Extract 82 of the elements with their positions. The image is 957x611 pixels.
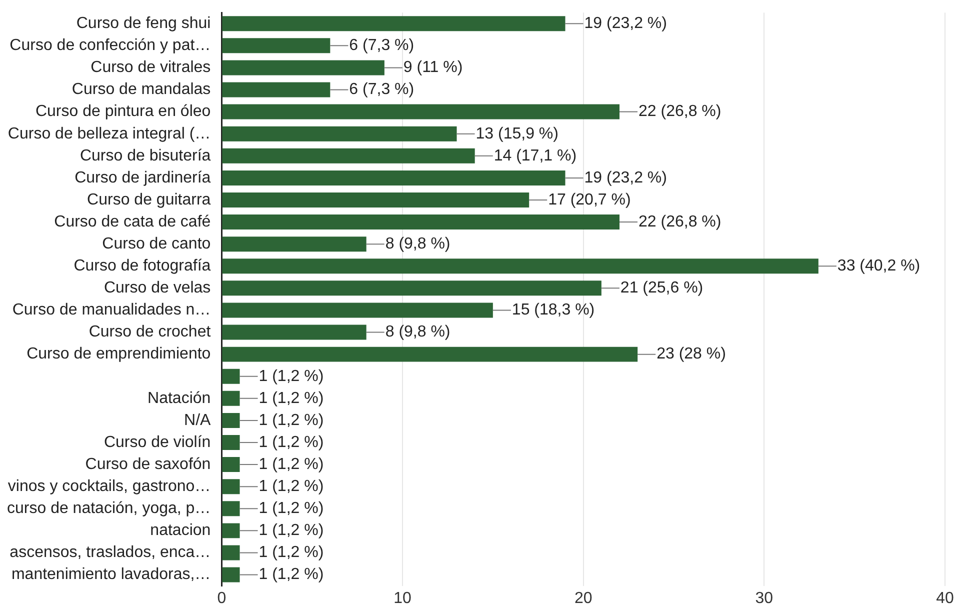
bar bbox=[222, 126, 457, 142]
bar bbox=[222, 280, 602, 296]
y-tick-label: Natación bbox=[148, 390, 211, 407]
data-label: 15 (18,3 %) bbox=[512, 302, 595, 319]
bar bbox=[222, 170, 566, 186]
y-tick-label: ascensos, traslados, enca… bbox=[10, 544, 211, 562]
y-tick-label: vinos y cocktails, gastrono… bbox=[8, 478, 211, 495]
data-label: 9 (11 %) bbox=[403, 59, 463, 76]
data-label: 6 (7,3 %) bbox=[349, 81, 414, 98]
bar bbox=[222, 302, 493, 318]
bar bbox=[222, 457, 240, 472]
y-tick-label: Curso de crochet bbox=[88, 324, 212, 341]
y-tick-label: Curso de emprendimiento bbox=[26, 346, 211, 363]
y-tick-label: Curso de feng shui bbox=[76, 15, 211, 32]
data-label: 1 (1,2 %) bbox=[258, 566, 324, 584]
bar bbox=[222, 435, 240, 450]
data-label: 33 (40,2 %) bbox=[837, 258, 920, 275]
y-tick-label: Curso de manualidades n… bbox=[12, 302, 211, 319]
bar bbox=[222, 324, 366, 340]
y-tick-label: Curso de pintura en óleo bbox=[35, 103, 211, 120]
data-label: 1 (1,2 %) bbox=[258, 500, 324, 518]
data-label: 21 (25,6 %) bbox=[620, 280, 704, 297]
y-tick-label: Curso de fotografía bbox=[74, 258, 211, 275]
data-label: 8 (9,8 %) bbox=[385, 324, 450, 341]
x-tick-label: 20 bbox=[574, 590, 592, 607]
y-tick-label: Curso de violín bbox=[104, 434, 211, 451]
bar bbox=[222, 346, 638, 362]
bar bbox=[222, 567, 240, 582]
bar bbox=[222, 16, 566, 32]
data-label: 6 (7,3 %) bbox=[349, 37, 414, 54]
bar bbox=[222, 104, 620, 120]
x-tick-label: 40 bbox=[936, 590, 954, 607]
data-label: 1 (1,2 %) bbox=[258, 456, 324, 473]
y-tick-label: Curso de cata de café bbox=[54, 213, 211, 230]
y-tick-label: Curso de canto bbox=[102, 235, 211, 252]
data-label: 8 (9,8 %) bbox=[385, 235, 450, 252]
y-tick-label: Curso de confección y pat… bbox=[10, 37, 211, 54]
y-tick-label: Curso de mandalas bbox=[72, 81, 211, 98]
bar bbox=[222, 60, 384, 76]
x-tick-label: 0 bbox=[217, 590, 226, 607]
bar bbox=[222, 368, 240, 384]
y-tick-label: Curso de guitarra bbox=[87, 191, 211, 208]
bar bbox=[222, 192, 530, 208]
bar bbox=[222, 148, 475, 164]
bar bbox=[222, 236, 366, 252]
data-label: 1 (1,2 %) bbox=[258, 390, 324, 407]
bar bbox=[222, 82, 330, 98]
y-tick-label: Curso de belleza integral (… bbox=[8, 125, 211, 142]
data-label: 19 (23,2 %) bbox=[584, 169, 667, 186]
bar bbox=[222, 214, 620, 230]
bar bbox=[222, 523, 240, 538]
data-label: 22 (26,8 %) bbox=[638, 103, 722, 120]
bar bbox=[222, 545, 240, 560]
y-tick-label: Curso de saxofón bbox=[85, 456, 211, 473]
bar bbox=[222, 501, 240, 516]
data-label: 1 (1,2 %) bbox=[258, 368, 324, 385]
data-label: 1 (1,2 %) bbox=[258, 522, 324, 540]
data-label: 1 (1,2 %) bbox=[258, 478, 324, 495]
data-label: 1 (1,2 %) bbox=[258, 412, 324, 429]
data-label: 1 (1,2 %) bbox=[258, 544, 324, 562]
bar bbox=[222, 390, 240, 406]
data-label: 14 (17,1 %) bbox=[494, 147, 577, 164]
x-tick-label: 10 bbox=[394, 590, 412, 607]
y-tick-label: Curso de vitrales bbox=[90, 59, 211, 76]
y-tick-label: natacion bbox=[150, 522, 211, 540]
y-tick-label: mantenimiento lavadoras,… bbox=[11, 566, 211, 584]
bar bbox=[222, 38, 330, 54]
y-tick-label: Curso de bisutería bbox=[80, 147, 211, 164]
x-tick-label: 30 bbox=[755, 590, 774, 607]
data-label: 23 (28 %) bbox=[656, 346, 726, 363]
data-label: 1 (1,2 %) bbox=[258, 434, 324, 451]
y-tick-label: Curso de jardinería bbox=[74, 169, 211, 186]
y-tick-label: N/A bbox=[184, 412, 212, 429]
bar bbox=[222, 258, 818, 274]
data-label: 13 (15,9 %) bbox=[476, 125, 558, 142]
bar bbox=[222, 412, 240, 428]
data-label: 17 (20,7 %) bbox=[548, 191, 631, 208]
bar bbox=[222, 479, 240, 494]
y-tick-label: Curso de velas bbox=[104, 280, 211, 297]
data-label: 22 (26,8 %) bbox=[638, 213, 722, 230]
data-label: 19 (23,2 %) bbox=[584, 15, 667, 32]
y-tick-label: curso de natación, yoga, p… bbox=[6, 500, 211, 518]
